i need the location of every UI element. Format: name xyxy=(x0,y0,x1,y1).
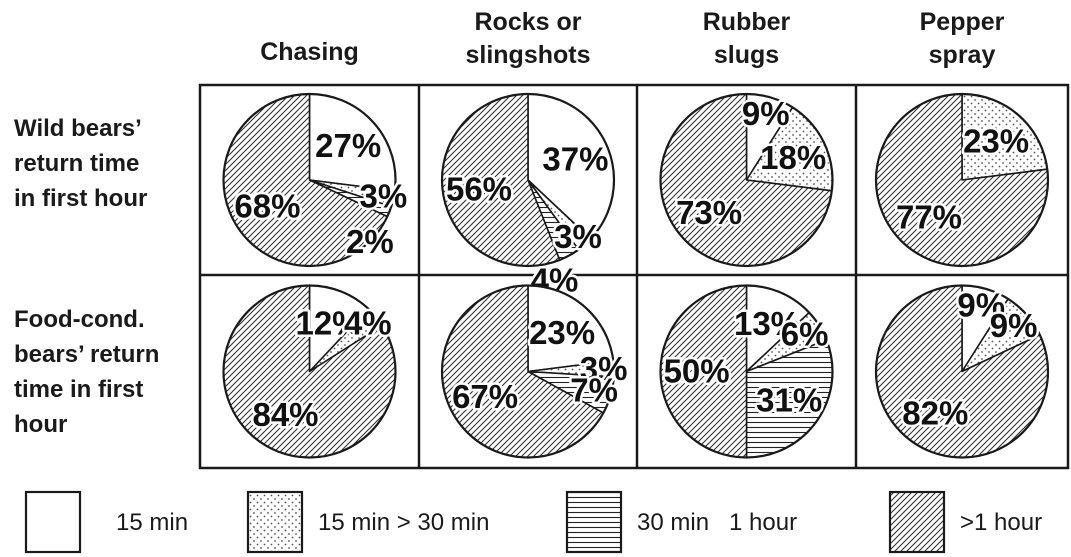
pie-data-label: 23% xyxy=(963,122,1029,159)
pie-data-label: 37% xyxy=(542,141,608,178)
column-header: Rocks or xyxy=(475,8,582,36)
pie-data-label: 9% xyxy=(957,286,1005,323)
pie-data-label: 67% xyxy=(452,378,518,415)
pie-chart: 12%4% 84% xyxy=(222,284,397,459)
legend-label: 30 min 1 hour xyxy=(637,509,797,536)
pie-data-label: 77% xyxy=(896,198,962,235)
pie-outline xyxy=(659,92,834,268)
pie-outline xyxy=(222,284,397,459)
pie-outline xyxy=(222,92,397,268)
pie-chart: 9% 18% 73% xyxy=(659,92,834,268)
pie-data-label: 13% xyxy=(734,305,800,342)
pie-chart: 23%3%7% 67% xyxy=(440,284,630,459)
pie-data-label: 7% xyxy=(570,372,618,409)
column-header: Pepper xyxy=(920,8,1005,36)
legend-item: 30 min 1 hour xyxy=(565,490,797,554)
legend-label: 15 min > 30 min xyxy=(318,509,489,536)
pie-outline xyxy=(440,92,616,268)
column-header: slingshots xyxy=(465,41,590,69)
pie-data-label: 2% xyxy=(346,223,394,260)
legend-swatch-15-min xyxy=(24,490,82,554)
grid-border xyxy=(198,83,1070,470)
pie-data-label: 27% xyxy=(315,127,381,164)
row-header: time in first xyxy=(14,376,143,403)
pie-outline xyxy=(440,284,616,459)
pie-data-label: 3% xyxy=(360,178,408,215)
pie-data-label: 4% xyxy=(344,304,392,341)
pie-chart: 37%3%4%56% xyxy=(440,92,616,301)
pie-data-label: 50% xyxy=(664,353,730,390)
pie-chart: 13%6% 31% 50% xyxy=(659,284,834,459)
pie-data-label: 84% xyxy=(252,396,318,433)
legend-swatch-15-to-30-min xyxy=(246,490,304,554)
pie-outline xyxy=(659,284,834,459)
legend-item: >1 hour xyxy=(888,490,1042,554)
pie-data-label: 9% xyxy=(742,95,790,132)
row-header: Wild bears’ xyxy=(14,115,142,142)
pie-data-label: 73% xyxy=(676,194,742,231)
legend-item: 15 min xyxy=(24,490,188,554)
column-header: slugs xyxy=(714,41,779,69)
row-header: Food-cond. xyxy=(14,306,145,333)
column-header: Rubber xyxy=(703,8,791,36)
pie-chart: 23% 77% xyxy=(874,92,1050,268)
pie-data-label: 82% xyxy=(902,395,968,432)
pie-data-label: 18% xyxy=(760,139,826,176)
pie-outline xyxy=(874,284,1050,459)
pie-outline xyxy=(874,92,1050,268)
pie-data-label: 56% xyxy=(446,170,512,207)
pie-data-label: 6% xyxy=(781,316,829,353)
legend-label: >1 hour xyxy=(960,509,1042,536)
pie-chart: 9%9% 82% xyxy=(874,284,1050,459)
legend-item: 15 min > 30 min xyxy=(246,490,489,554)
row-header: bears’ return xyxy=(14,341,159,368)
column-header: Chasing xyxy=(260,38,359,66)
pie-chart: 27% 3% 2% 68% xyxy=(222,92,410,268)
pie-data-label: 68% xyxy=(234,188,300,225)
pie-data-label: 31% xyxy=(756,382,822,419)
row-header: in first hour xyxy=(14,185,147,212)
row-header: hour xyxy=(14,411,67,438)
legend-swatch-30-min-to-1-hour xyxy=(565,490,623,554)
pie-data-label: 9% xyxy=(990,307,1038,344)
legend-swatch-over-1-hour xyxy=(888,490,946,554)
column-header: spray xyxy=(929,41,996,69)
legend-label: 15 min xyxy=(116,509,188,536)
pie-data-label: 12% xyxy=(295,305,361,342)
pie-data-label: 3% xyxy=(554,218,602,255)
pie-data-label: 23% xyxy=(529,314,595,351)
row-header: return time xyxy=(14,150,139,177)
pie-data-label: 3% xyxy=(580,350,628,387)
